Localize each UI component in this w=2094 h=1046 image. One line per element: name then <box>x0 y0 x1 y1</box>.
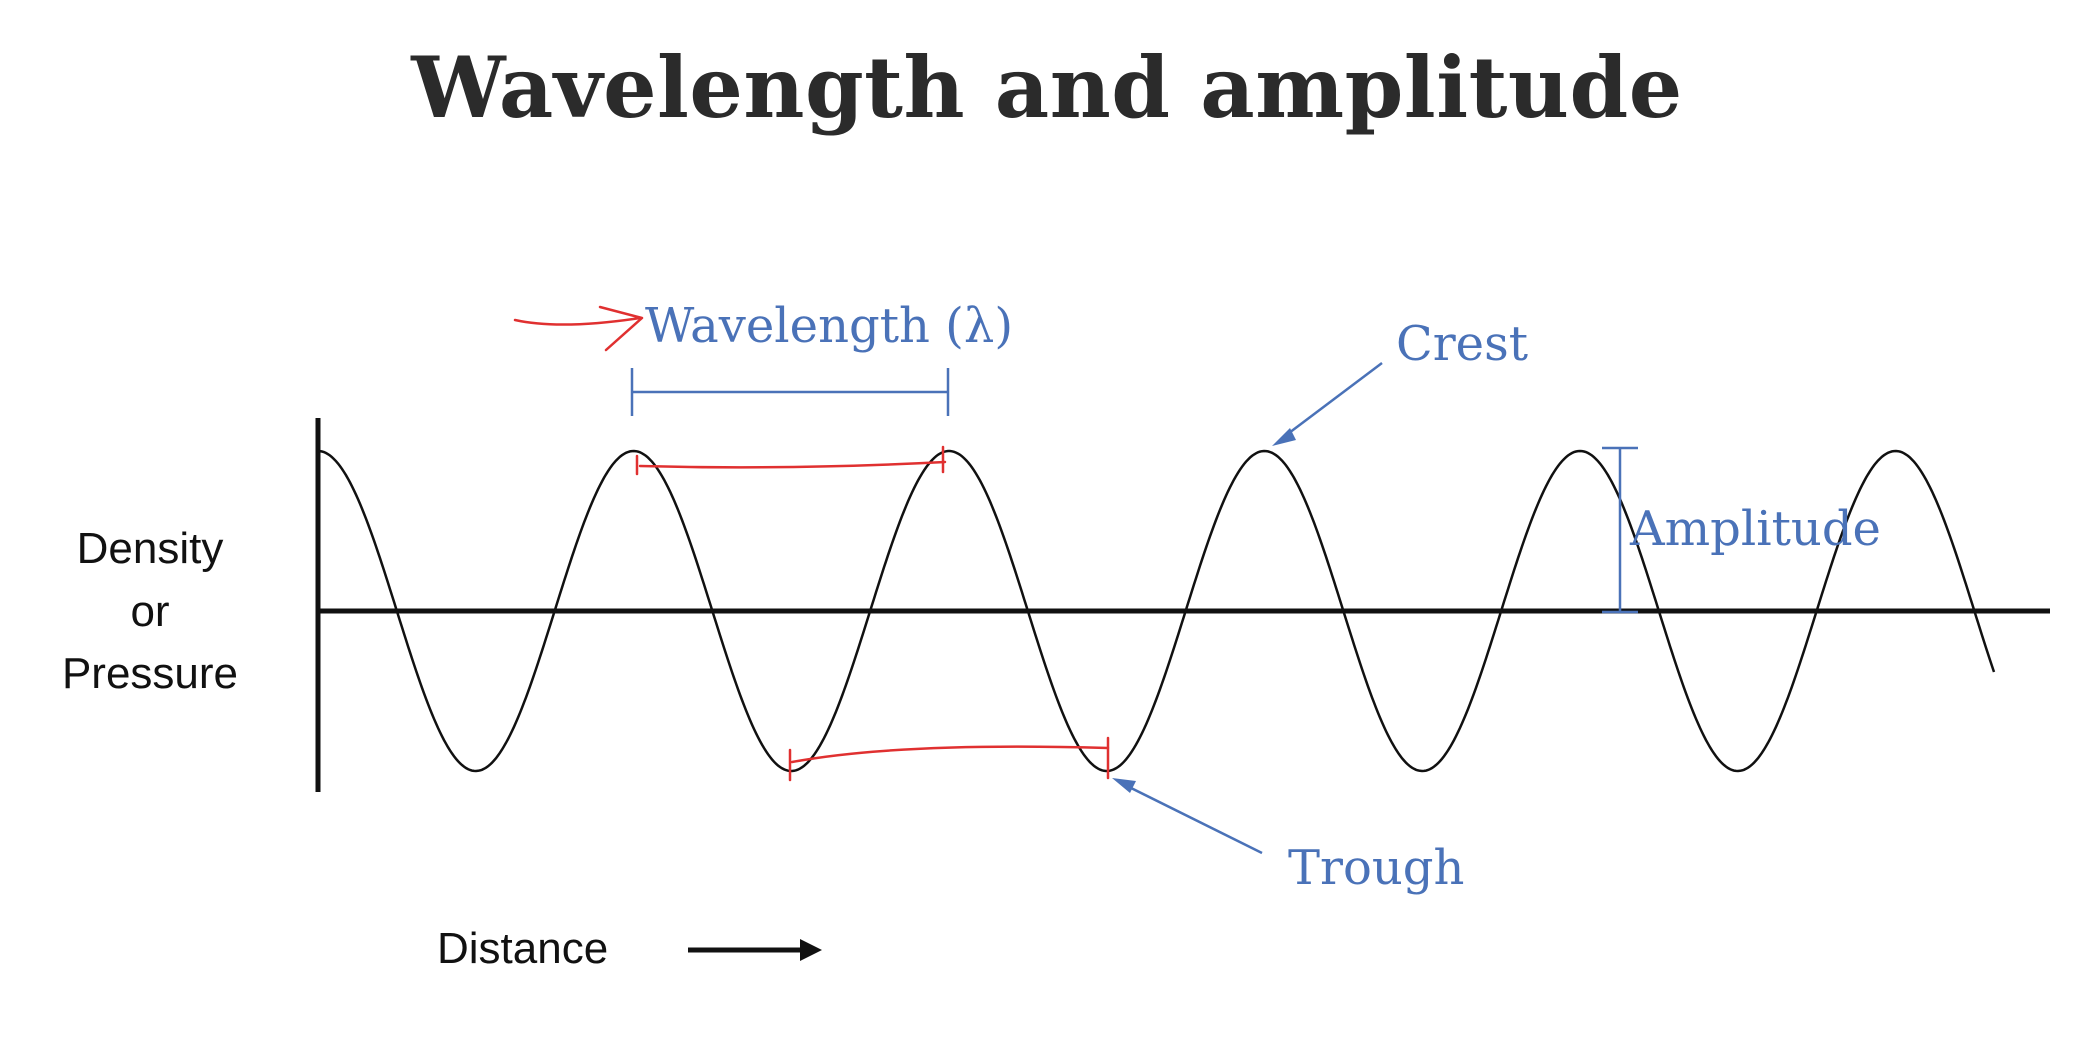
right-arrow-icon <box>688 939 822 961</box>
amplitude-bracket <box>1602 446 1638 614</box>
trough-pointer-arrow <box>1112 778 1263 855</box>
y-axis-label-line-2: or <box>130 587 169 636</box>
y-axis-label-line-1: Density <box>77 524 224 573</box>
amplitude-label: Amplitude <box>1629 501 1881 557</box>
wavelength-label: Wavelength (λ) <box>645 298 1013 354</box>
handwritten-arrow-icon <box>513 305 644 352</box>
crest-to-crest-ink-mark <box>635 445 947 476</box>
slide-title: Wavelength and amplitude <box>411 38 1683 137</box>
wavelength-bracket <box>630 368 950 416</box>
crest-label: Crest <box>1396 316 1528 372</box>
crest-pointer-arrow <box>1272 362 1383 446</box>
trough-to-trough-ink-mark <box>788 736 1110 782</box>
sine-wave <box>317 449 1996 773</box>
x-axis-label: Distance <box>437 924 608 973</box>
trough-label: Trough <box>1288 840 1464 896</box>
y-axis-label-line-3: Pressure <box>62 649 238 698</box>
